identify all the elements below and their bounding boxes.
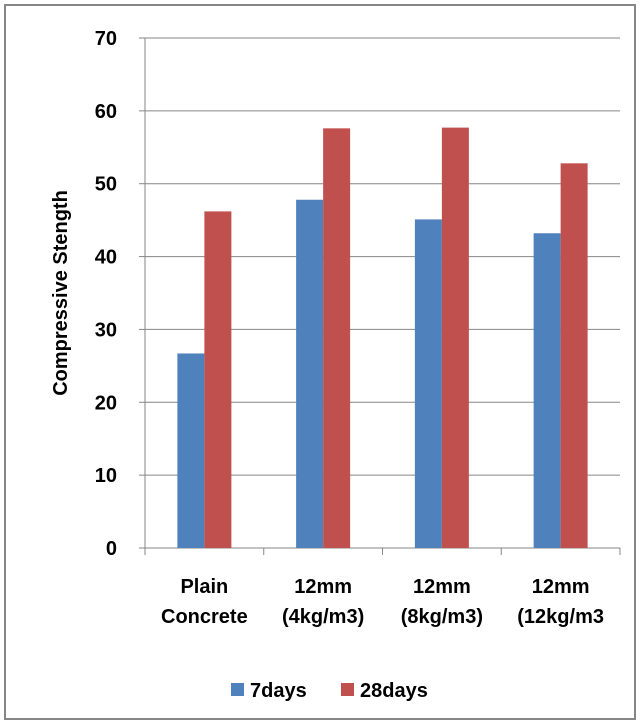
x-tick-label: (12kg/m3 — [517, 606, 604, 628]
y-axis-title: Compressive Stength — [50, 190, 72, 396]
x-tick-label: Plain — [180, 576, 228, 598]
bar-7days-2 — [414, 219, 442, 548]
x-tick-label: (4kg/m3) — [282, 606, 364, 628]
y-tick-label: 70 — [95, 28, 117, 50]
x-tick-label: Concrete — [161, 606, 248, 628]
bar-28days-2 — [441, 127, 469, 548]
bar-28days-3 — [560, 163, 588, 549]
legend-label-7days: 7days — [250, 680, 307, 702]
y-tick-label: 60 — [95, 101, 117, 123]
legend-label-28days: 28days — [360, 680, 428, 702]
bar-7days-0 — [177, 353, 205, 548]
bars — [177, 127, 588, 549]
x-tick-label: 12mm — [294, 576, 352, 598]
y-tick-label: 10 — [95, 465, 117, 487]
y-tick-label: 20 — [95, 392, 117, 414]
y-tick-label: 0 — [106, 538, 117, 560]
legend-swatch-28days — [341, 683, 354, 696]
y-tick-label: 30 — [95, 319, 117, 341]
x-tick-label: (8kg/m3) — [401, 606, 483, 628]
bar-7days-1 — [296, 199, 324, 548]
y-tick-label: 40 — [95, 247, 117, 269]
legend-swatch-7days — [231, 683, 244, 696]
y-tick-label: 50 — [95, 174, 117, 196]
bar-7days-3 — [533, 233, 561, 548]
tick-labels: 0 10 20 30 40 50 60 70 Plain Concrete 12mm (4kg/m3)… — [95, 28, 604, 628]
x-tick-label: 12mm — [413, 576, 471, 598]
bar-28days-0 — [204, 211, 232, 548]
x-tick-label: 12mm — [532, 576, 590, 598]
bar-28days-1 — [323, 128, 351, 549]
legend: 7days 28days — [231, 680, 428, 702]
